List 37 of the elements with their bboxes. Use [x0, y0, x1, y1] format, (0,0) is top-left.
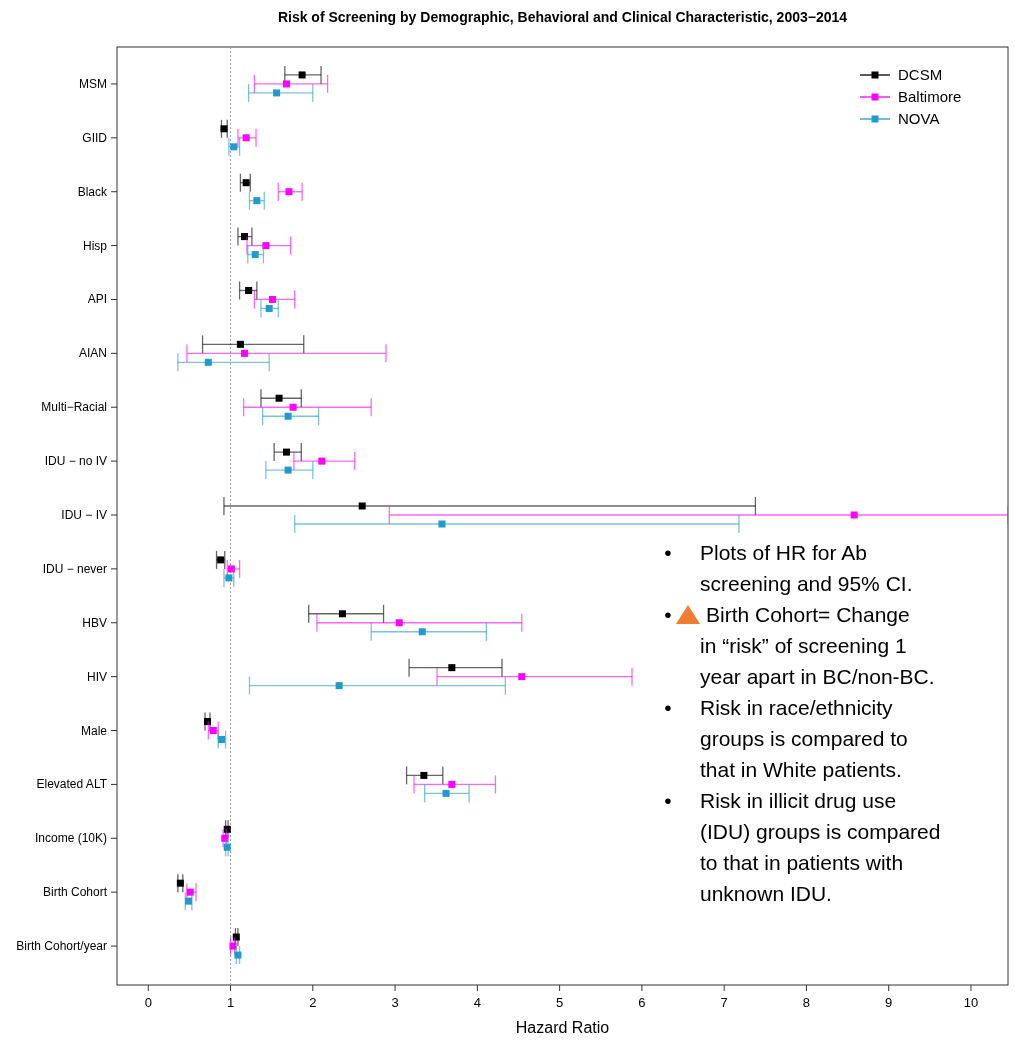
y-tick-label: Black — [77, 184, 108, 199]
y-tick-label: Birth Cohort — [42, 885, 108, 900]
x-tick-label: 0 — [144, 995, 152, 1010]
chart-title: Risk of Screening by Demographic, Behavioral and Clinical Characteristic, 2003−2014 — [277, 9, 848, 25]
x-tick-label: 6 — [638, 995, 646, 1010]
y-tick-label: GIID — [82, 130, 108, 145]
x-tick-label: 7 — [720, 995, 728, 1010]
y-tick-label: IDU − never — [42, 561, 107, 576]
x-tick-label: 4 — [473, 995, 481, 1010]
x-tick-label: 3 — [391, 995, 399, 1010]
x-tick-label: 8 — [802, 995, 811, 1010]
y-tick-label: Income (10K) — [34, 831, 107, 846]
x-tick-label: 2 — [309, 995, 317, 1010]
y-tick-label: AIAN — [78, 346, 107, 361]
y-tick-label: IDU − no IV — [44, 454, 107, 469]
y-tick-label: HBV — [82, 615, 107, 630]
text: • Birth Cohort= Change in “risk” of screening 1 year apart in BC/non-BC. — [664, 603, 935, 688]
text: • Risk in illicit drug use (IDU) groups is compared to that in patients with unknown IDU. — [664, 789, 941, 905]
legend-label: DCSM — [898, 66, 943, 83]
legend-label: Baltimore — [898, 88, 962, 105]
y-tick-label: HIV — [86, 669, 107, 684]
y-tick-label: Elevated ALT — [36, 777, 108, 792]
y-tick-label: Hisp — [82, 238, 108, 253]
x-tick-label: 10 — [963, 995, 979, 1010]
x-tick-label: 5 — [556, 995, 564, 1010]
text: • Risk in race/ethnicity groups is compared to that in White patients. — [664, 696, 908, 781]
legend-label: NOVA — [898, 110, 940, 127]
x-axis-title: Hazard Ratio — [515, 1019, 610, 1036]
y-tick-label: Male — [80, 723, 108, 738]
text: • Plots of HR for Ab screening and 95% CI. — [664, 541, 913, 595]
y-tick-label: IDU − IV — [61, 508, 107, 522]
y-tick-label: Multi−Racial — [41, 400, 107, 415]
x-tick-label: 9 — [885, 995, 893, 1010]
y-tick-label: API — [87, 292, 107, 307]
y-tick-label: MSM — [79, 76, 107, 91]
x-tick-label: 1 — [226, 995, 235, 1010]
y-tick-label: Birth Cohort/year — [16, 939, 107, 954]
